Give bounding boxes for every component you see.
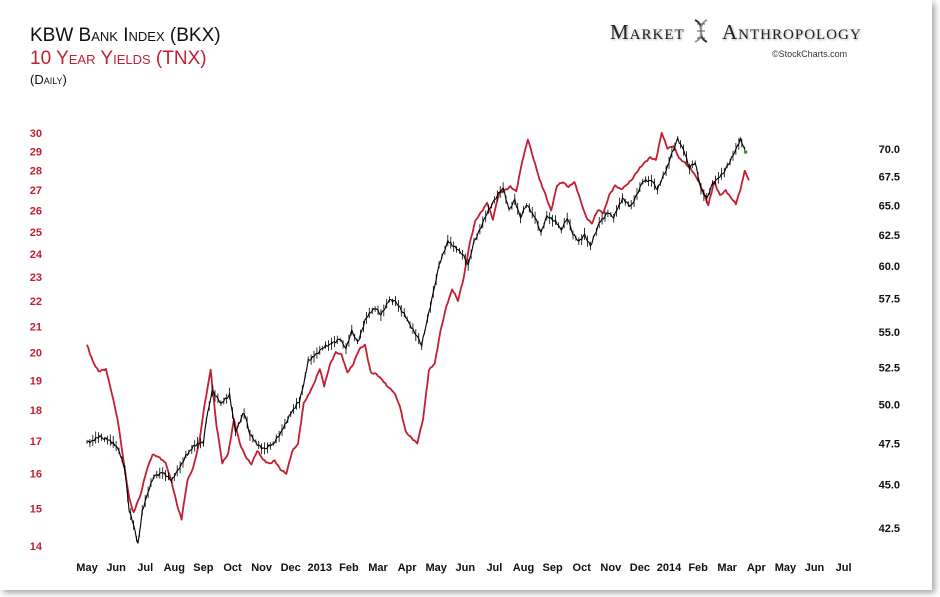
right-tick-label: 52.5 xyxy=(879,363,900,375)
x-tick-label: May xyxy=(425,562,447,574)
right-tick-label: 47.5 xyxy=(879,438,900,450)
x-tick-label: Apr xyxy=(747,562,767,574)
left-tick-label: 14 xyxy=(30,541,43,553)
series-lines xyxy=(86,131,750,544)
right-tick-label: 55.0 xyxy=(879,327,900,339)
left-tick-label: 19 xyxy=(30,376,42,388)
x-tick-label: May xyxy=(775,562,797,574)
x-tick-label: Mar xyxy=(717,562,737,574)
chart-frequency: (Daily) xyxy=(30,72,67,87)
x-tick-label: Jul xyxy=(486,562,502,574)
left-tick-label: 16 xyxy=(30,469,42,481)
stockcharts-credit: ©StockCharts.com xyxy=(772,49,848,59)
right-tick-label: 67.5 xyxy=(879,172,900,184)
chart-plot: May Jun Jul Aug Sep Oct Nov Dec 2013 Feb Mar Apr May… xyxy=(30,128,900,574)
left-y-axis: 14 15 16 17 18 19 20 21 22 23 24 25 26 27 28 29 30 xyxy=(30,128,43,553)
right-tick-label: 42.5 xyxy=(879,523,900,535)
chart-title: KBW Bank Index (BKX) xyxy=(30,25,221,46)
bkx-last-marker xyxy=(743,150,748,154)
right-tick-label: 50.0 xyxy=(879,400,900,412)
x-tick-label: Nov xyxy=(600,562,622,574)
left-tick-label: 22 xyxy=(30,296,42,308)
bkx-price-bars xyxy=(86,136,746,542)
tnx-series-line xyxy=(86,131,750,521)
left-tick-label: 30 xyxy=(30,128,42,140)
x-tick-label: Nov xyxy=(251,562,273,574)
x-tick-label: Jul xyxy=(137,562,153,574)
x-tick-label: Aug xyxy=(164,562,185,574)
x-tick-label: Feb xyxy=(688,562,708,574)
x-tick-label: Dec xyxy=(630,562,650,574)
x-tick-label: Aug xyxy=(513,562,534,574)
right-tick-label: 62.5 xyxy=(879,230,900,242)
brand-name-right: Anthropology xyxy=(722,20,862,44)
right-tick-label: 45.0 xyxy=(879,480,900,492)
chart-subtitle: 10 Year Yields (TNX) xyxy=(30,48,207,69)
left-tick-label: 28 xyxy=(30,165,42,177)
x-tick-label: 2013 xyxy=(308,562,332,574)
x-tick-label: Oct xyxy=(223,562,242,574)
brand-name-left: Market xyxy=(610,20,685,44)
x-tick-label: Apr xyxy=(398,562,418,574)
left-tick-label: 24 xyxy=(30,249,43,261)
x-axis: May Jun Jul Aug Sep Oct Nov Dec 2013 Feb Mar Apr May… xyxy=(76,562,851,574)
x-tick-label: Jul xyxy=(836,562,852,574)
left-tick-label: 20 xyxy=(30,348,42,360)
x-tick-label: Mar xyxy=(368,562,388,574)
left-tick-label: 29 xyxy=(30,146,42,158)
right-tick-label: 57.5 xyxy=(879,293,900,305)
right-tick-label: 70.0 xyxy=(879,144,900,156)
x-tick-label: Feb xyxy=(339,562,359,574)
left-tick-label: 26 xyxy=(30,206,42,218)
dna-icon xyxy=(691,19,717,45)
left-tick-label: 15 xyxy=(30,504,42,516)
left-tick-label: 17 xyxy=(30,436,42,448)
left-tick-label: 25 xyxy=(30,227,42,239)
x-tick-label: May xyxy=(76,562,98,574)
x-tick-label: Sep xyxy=(543,562,563,574)
x-tick-label: Sep xyxy=(193,562,213,574)
x-tick-label: Jun xyxy=(106,562,126,574)
left-tick-label: 23 xyxy=(30,272,42,284)
x-tick-label: 2014 xyxy=(657,562,682,574)
left-tick-label: 27 xyxy=(30,185,42,197)
brand-logo: Market Anthropology xyxy=(610,19,862,45)
left-tick-label: 21 xyxy=(30,321,42,333)
x-tick-label: Dec xyxy=(281,562,301,574)
right-tick-label: 60.0 xyxy=(879,261,900,273)
x-tick-label: Jun xyxy=(456,562,476,574)
left-tick-label: 18 xyxy=(30,405,42,417)
right-y-axis: 42.5 45.0 47.5 50.0 52.5 55.0 57.5 60.0 62.5 65.0… xyxy=(879,144,900,535)
x-tick-label: Oct xyxy=(573,562,592,574)
x-tick-label: Jun xyxy=(805,562,825,574)
right-tick-label: 65.0 xyxy=(879,200,900,212)
chart-frame xyxy=(0,0,932,590)
